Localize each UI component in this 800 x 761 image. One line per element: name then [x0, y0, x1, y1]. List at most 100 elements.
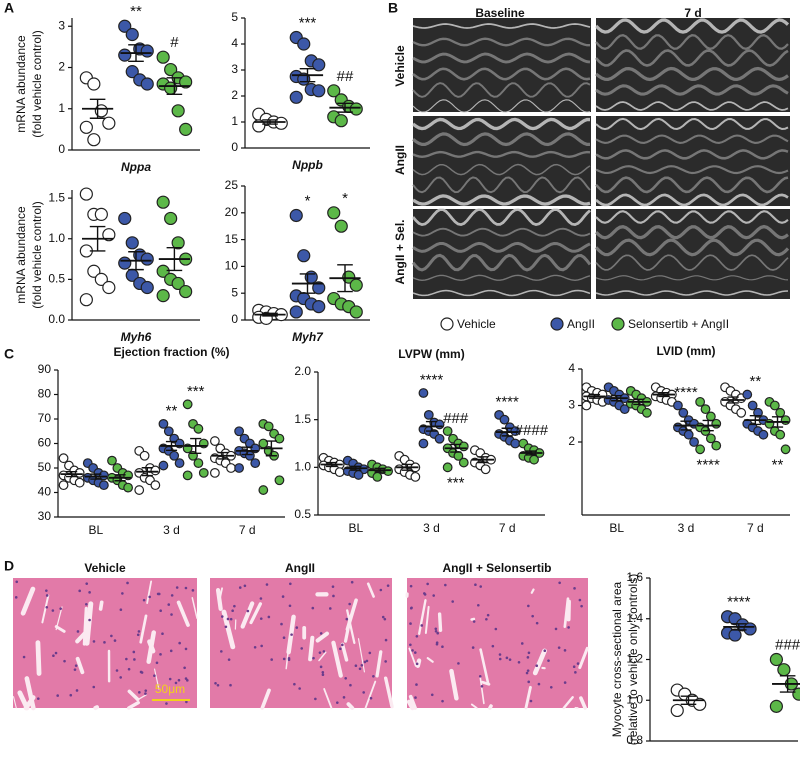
nucleus: [474, 583, 477, 586]
histology-streak: [318, 651, 327, 662]
panel-label: C: [4, 346, 14, 362]
nucleus: [168, 677, 172, 681]
nucleus: [167, 603, 171, 606]
nucleus: [360, 663, 364, 667]
data-point: [179, 284, 193, 299]
data-point: [163, 426, 174, 437]
nucleus: [159, 609, 162, 612]
nucleus: [321, 673, 325, 677]
nucleus: [547, 659, 550, 662]
nucleus: [170, 613, 173, 616]
histology-streak: [260, 688, 271, 710]
nucleus: [45, 589, 48, 592]
nucleus: [144, 689, 148, 692]
echo-band: [412, 82, 591, 98]
histology-streak: [17, 690, 30, 711]
nucleus: [138, 691, 141, 694]
significance-label: ##: [337, 68, 354, 85]
histology-streak: [13, 696, 17, 709]
nucleus: [344, 677, 347, 680]
histology-streak: [426, 657, 434, 663]
nucleus: [300, 647, 304, 650]
histology-streak: [562, 696, 574, 710]
data-point: [372, 471, 383, 482]
nucleus: [290, 633, 293, 636]
y-tick-label: 1: [58, 101, 65, 115]
histology-streak: [98, 600, 104, 611]
data-point: [79, 187, 93, 201]
echo-band: [412, 289, 591, 297]
nucleus: [78, 589, 81, 593]
data-point: [182, 470, 193, 481]
data-point: [94, 207, 108, 221]
legend-label: Selonsertib + AngII: [628, 317, 729, 331]
y-tick-label: 2: [568, 434, 575, 448]
data-point: [234, 463, 245, 473]
x-tick-label: 3 d: [678, 521, 695, 535]
data-point: [349, 305, 363, 319]
nucleus: [214, 682, 217, 685]
nucleus: [233, 604, 236, 608]
histology-streak: [357, 638, 366, 673]
data-point: [619, 404, 630, 415]
data-point: [226, 463, 236, 473]
nucleus: [441, 645, 444, 649]
nucleus: [549, 685, 553, 689]
nucleus: [85, 602, 88, 606]
echo-band: [595, 49, 789, 67]
y-axis-label: Myocyte cross-sectional area: [610, 581, 624, 737]
sem-bar: [611, 394, 623, 402]
data-point: [140, 77, 154, 91]
nucleus: [184, 647, 188, 651]
data-point: [297, 37, 311, 51]
sem-bar: [680, 420, 692, 431]
histology-streak: [417, 599, 427, 635]
nucleus: [318, 651, 322, 654]
sem-bar: [401, 463, 413, 471]
sem-bar: [374, 467, 386, 473]
nucleus: [411, 649, 414, 652]
data-point: [529, 454, 539, 465]
nucleus: [184, 677, 188, 680]
histology-streak: [406, 699, 415, 711]
sem-bar: [450, 443, 462, 453]
histology-streak: [154, 668, 160, 690]
nucleus: [74, 664, 78, 667]
images: [13, 18, 790, 711]
y-tick-label: 80: [38, 387, 52, 401]
nucleus: [471, 646, 475, 649]
nucleus: [137, 630, 141, 633]
nucleus: [253, 645, 257, 649]
data-point: [499, 414, 510, 425]
nucleus: [517, 660, 521, 664]
sem-bar: [771, 416, 784, 428]
nucleus: [229, 683, 232, 687]
sem-bar: [217, 451, 229, 460]
scale-bar-label: 50μm: [155, 682, 185, 696]
sem-bar: [190, 437, 202, 454]
sem-bar: [90, 473, 102, 480]
histology-label: AngII: [285, 561, 315, 575]
nucleus: [409, 643, 412, 647]
data-point: [334, 467, 345, 478]
histology-streak: [127, 700, 140, 710]
data-point: [150, 480, 161, 491]
echo-band: [412, 241, 591, 253]
nucleus: [157, 592, 161, 596]
echo-column-label: 7 d: [684, 6, 701, 20]
data-point: [775, 429, 786, 440]
data-point: [125, 236, 139, 250]
y-tick-label: 5: [231, 285, 238, 299]
nucleus: [508, 658, 512, 661]
echo-band: [412, 52, 591, 64]
echo-image: [596, 116, 790, 206]
nucleus: [525, 671, 529, 675]
data-point: [156, 195, 170, 209]
echo-band: [595, 66, 789, 82]
nucleus: [148, 595, 151, 599]
nucleus: [543, 649, 547, 653]
data-point: [125, 65, 139, 79]
nucleus: [59, 607, 62, 610]
echo-row-label: Vehicle: [393, 45, 407, 87]
data-point: [274, 116, 288, 130]
